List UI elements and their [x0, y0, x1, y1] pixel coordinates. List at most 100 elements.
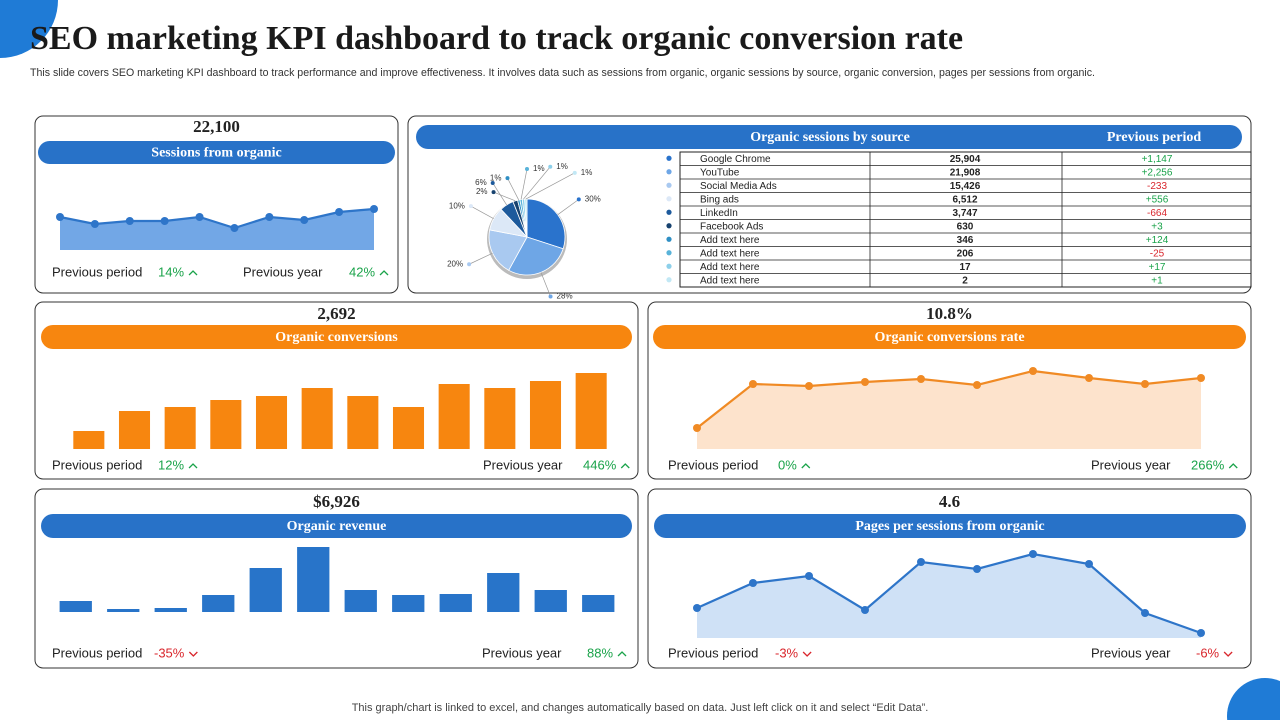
source-change: +1 — [1151, 275, 1163, 286]
line-point — [917, 375, 925, 383]
source-name: Add text here — [700, 235, 760, 246]
pie-leader — [523, 166, 551, 200]
comparison-label: Previous period — [52, 457, 142, 472]
trend-arrow — [620, 463, 630, 469]
comparison-label: Previous period — [668, 457, 758, 472]
bar — [297, 547, 330, 612]
source-change: -233 — [1147, 181, 1167, 192]
card-header: Organic revenue — [287, 519, 387, 534]
trend-arrow — [188, 270, 198, 276]
source-name: LinkedIn — [700, 208, 738, 219]
comparison-label: Previous period — [52, 645, 142, 660]
line — [59, 207, 375, 230]
pie-label: 6% — [475, 178, 487, 187]
source-name: Facebook Ads — [700, 221, 763, 232]
kpi-value: 10.8% — [926, 304, 973, 323]
bar — [249, 568, 282, 612]
pie-label: 20% — [447, 259, 463, 268]
bar — [392, 407, 425, 449]
bar — [529, 381, 562, 449]
source-name: Add text here — [700, 275, 760, 286]
line-point — [1085, 374, 1093, 382]
line-point — [1197, 374, 1205, 382]
bar — [487, 573, 520, 612]
line-point — [265, 213, 274, 221]
line-point — [1141, 380, 1149, 388]
line-point — [973, 565, 981, 573]
comparison-value: 0% — [778, 457, 797, 472]
source-value: 6,512 — [952, 194, 977, 205]
bar — [484, 388, 516, 449]
line-point — [90, 220, 99, 228]
source-value: 206 — [957, 248, 974, 259]
trend-arrow — [802, 651, 812, 657]
pie-leader-dot — [548, 164, 553, 169]
bar — [392, 595, 425, 612]
source-value: 21,908 — [950, 167, 981, 178]
source-name: Add text here — [700, 248, 760, 259]
legend-dot — [666, 223, 672, 229]
bar — [118, 411, 151, 449]
source-change: +17 — [1149, 262, 1166, 273]
cards: 22,100 Sessions from organic Previous peri… — [34, 115, 1252, 669]
source-change: +556 — [1146, 194, 1169, 205]
corner-decoration — [1227, 678, 1280, 720]
bar — [210, 400, 242, 449]
pie-leader-dot — [490, 180, 495, 185]
trend-arrow — [188, 463, 198, 469]
comparison-label: Previous year — [482, 645, 562, 660]
line-point — [805, 382, 813, 390]
card-header-pill — [654, 514, 1246, 538]
line-point — [125, 217, 134, 225]
pie-label: 1% — [556, 162, 568, 171]
pie-leader-dot — [525, 167, 529, 171]
line-point — [1085, 560, 1093, 568]
source-name: Social Media Ads — [700, 181, 777, 192]
legend-dot — [666, 196, 672, 202]
bar — [582, 595, 615, 612]
comparison-label: Previous period — [668, 645, 758, 660]
pie-leader — [470, 205, 494, 220]
pie-label: 1% — [581, 168, 593, 177]
bar — [438, 384, 470, 449]
source-name: YouTube — [700, 167, 740, 178]
line — [696, 369, 1202, 429]
legend-dot — [666, 236, 672, 242]
line-point — [917, 558, 925, 566]
card-header-pill — [653, 325, 1246, 349]
comparison-value: -6% — [1196, 645, 1220, 660]
card-header: Pages per sessions from organic — [855, 519, 1044, 534]
legend-dot — [666, 277, 672, 283]
source-change: +3 — [1151, 221, 1163, 232]
trend-arrow — [188, 651, 198, 657]
card-header-pill — [38, 141, 395, 164]
comparison-label: Previous year — [1091, 457, 1171, 472]
trend-arrow — [379, 270, 389, 276]
pie-leader — [468, 252, 493, 265]
card-header: Sessions from organic — [151, 146, 281, 161]
card-header-pill — [416, 125, 1242, 149]
source-value: 15,426 — [950, 181, 981, 192]
trend-arrow — [801, 463, 811, 469]
pie-leader-dot — [491, 190, 496, 195]
comparison-label: Previous year — [483, 457, 563, 472]
source-name: Add text here — [700, 262, 760, 273]
source-change: -25 — [1150, 248, 1165, 259]
card-header-pill — [41, 514, 632, 538]
pie-leader-dot — [548, 294, 553, 299]
bar — [534, 590, 567, 612]
pie-label: 10% — [449, 201, 465, 210]
trend-arrow — [1228, 463, 1238, 469]
source-value: 17 — [959, 262, 971, 273]
pie-leader-dot — [468, 204, 473, 209]
line-point — [1029, 367, 1037, 375]
kpi-value: $6,926 — [313, 492, 360, 511]
comparison-label: Previous year — [1091, 645, 1171, 660]
source-change: +1,147 — [1142, 154, 1173, 165]
bar — [344, 590, 377, 612]
card-header-pill — [41, 325, 632, 349]
source-change: +2,256 — [1142, 167, 1173, 178]
pie-leader — [520, 168, 528, 200]
table-column-header: Previous period — [1107, 130, 1201, 145]
